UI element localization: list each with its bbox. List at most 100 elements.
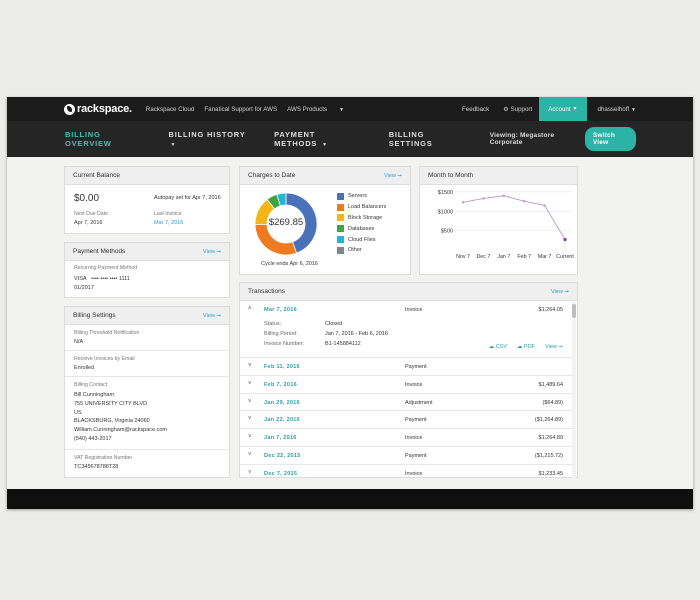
month-to-month-title: Month to Month bbox=[428, 172, 474, 179]
payment-methods-panel: Payment Methods View ➞ Recurring Payment … bbox=[64, 242, 230, 298]
payment-methods-header: Payment Methods View ➞ bbox=[65, 243, 229, 261]
nav-aws-products[interactable]: AWS Products ▼ bbox=[287, 106, 354, 113]
data-point bbox=[523, 199, 526, 203]
contact-email: William.Cunningham@rackspace.com bbox=[74, 427, 168, 434]
legend-swatch bbox=[337, 203, 344, 211]
transaction-row[interactable]: ˅ Jan 22, 2016 Payment ($1,264.89) bbox=[240, 411, 573, 430]
transaction-date[interactable]: Jan 29, 2016 bbox=[264, 399, 301, 406]
tab-billing-settings[interactable]: BILLING SETTINGS bbox=[388, 130, 433, 148]
transaction-type: Invoice bbox=[405, 381, 423, 388]
card-type: VISA bbox=[74, 276, 87, 282]
chevron-down-icon[interactable]: ˅ bbox=[248, 380, 252, 387]
transaction-row[interactable]: ˅ Jan 29, 2016 Adjustment ($64.89) bbox=[240, 394, 573, 412]
tab-billing-history-label: BILLING HISTORY bbox=[168, 130, 246, 139]
switch-view-button[interactable]: Switch View bbox=[584, 127, 636, 151]
chevron-down-icon[interactable]: ˅ bbox=[248, 469, 252, 476]
csv-download-link[interactable]: ☁ CSV bbox=[489, 344, 507, 350]
transaction-row[interactable]: ˄ Mar 7, 2016 Invoice $1,264.05 Status: Close… bbox=[240, 301, 573, 358]
transaction-row[interactable]: ˅ Dec 22, 2015 Payment ($1,215.72) bbox=[240, 447, 573, 465]
transactions-view-link[interactable]: View ➞ bbox=[551, 289, 569, 295]
last-invoice-link[interactable]: Mar 7, 2016 bbox=[154, 220, 184, 226]
chevron-down-icon[interactable]: ˅ bbox=[248, 434, 252, 441]
support-link[interactable]: ⚙ Support bbox=[496, 106, 539, 113]
nav-fanatical-support[interactable]: Fanatical Support for AWS bbox=[204, 105, 278, 113]
billing-period-label: Billing Period: bbox=[264, 331, 298, 337]
chevron-down-icon: ▼ bbox=[322, 142, 328, 148]
payment-methods-view-link[interactable]: View ➞ bbox=[203, 249, 221, 255]
transactions-view-label: View bbox=[551, 288, 563, 295]
legend-item: Other bbox=[337, 245, 386, 256]
scrollbar-thumb[interactable] bbox=[572, 304, 576, 318]
chevron-down-icon[interactable]: ˅ bbox=[248, 398, 252, 405]
chevron-down-icon: ▼ bbox=[631, 106, 636, 113]
transaction-date[interactable]: Mar 7, 2016 bbox=[264, 307, 297, 313]
donut-slice-load-balancers bbox=[254, 223, 298, 256]
pdf-label: PDF bbox=[524, 344, 536, 350]
billing-settings-header: Billing Settings View ➞ bbox=[65, 307, 229, 325]
tab-payment-methods[interactable]: PAYMENT METHODS ▼ bbox=[274, 130, 361, 148]
account-menu[interactable]: Account ▼ bbox=[539, 97, 587, 121]
month-to-month-header: Month to Month bbox=[420, 167, 577, 185]
nav-rackspace-cloud[interactable]: Rackspace Cloud bbox=[145, 105, 195, 113]
invoice-view-link[interactable]: View ➞ bbox=[545, 344, 563, 350]
transaction-date[interactable]: Dec 22, 2015 bbox=[264, 452, 301, 459]
pdf-download-link[interactable]: ☁ PDF bbox=[517, 344, 535, 350]
tab-payment-methods-label: PAYMENT METHODS bbox=[274, 130, 318, 148]
chevron-down-icon[interactable]: ˅ bbox=[248, 363, 252, 369]
tab-billing-history[interactable]: BILLING HISTORY ▼ bbox=[169, 130, 247, 148]
transaction-type: Invoice bbox=[405, 435, 423, 442]
legend-label: Cloud Files bbox=[348, 236, 376, 243]
card-row: VISA •••• •••• •••• 1111 bbox=[74, 276, 130, 282]
last-invoice-label: Last Invoice bbox=[154, 211, 182, 217]
chevron-down-icon[interactable]: ˅ bbox=[248, 451, 252, 458]
transaction-date[interactable]: Jan 22, 2016 bbox=[264, 417, 301, 424]
chevron-down-icon[interactable]: ˅ bbox=[248, 416, 252, 423]
logo-text: rackspace. bbox=[77, 103, 132, 115]
logo-icon bbox=[64, 103, 75, 115]
month-to-month-panel: Month to Month $1500 $1000 $500 Nov 7 Dec 7 J… bbox=[419, 166, 578, 275]
user-menu[interactable]: dhasselhoff ▼ bbox=[591, 106, 644, 113]
x-tick-label: Jan 7 bbox=[497, 254, 510, 260]
transaction-type: Payment bbox=[405, 417, 427, 424]
transaction-date[interactable]: Feb 11, 2016 bbox=[264, 364, 301, 370]
charges-view-link[interactable]: View ➞ bbox=[384, 173, 402, 179]
chevron-up-icon[interactable]: ˄ bbox=[248, 306, 252, 312]
card-expiry: 01/2017 bbox=[74, 285, 94, 291]
receive-invoices-value: Enrolled bbox=[74, 365, 95, 371]
cloud-download-icon: ☁ bbox=[517, 344, 525, 350]
transaction-row[interactable]: ˅ Dec 7, 2015 Invoice $1,233.45 bbox=[240, 465, 573, 478]
transaction-row[interactable]: ˅ Feb 7, 2016 Invoice $1,489.64 bbox=[240, 376, 573, 394]
top-nav: Rackspace Cloud Fanatical Support for AW… bbox=[146, 106, 364, 113]
data-point bbox=[461, 201, 465, 204]
legend-label: Databases bbox=[348, 225, 375, 232]
transaction-type: Invoice bbox=[405, 470, 423, 477]
charges-title: Charges to Date bbox=[248, 172, 296, 179]
tab-billing-overview[interactable]: BILLING OVERVIEW bbox=[65, 130, 112, 148]
status-label: Status: bbox=[264, 321, 282, 327]
transaction-date[interactable]: Dec 7, 2015 bbox=[264, 470, 298, 477]
support-label: Support bbox=[510, 105, 533, 113]
current-balance-title: Current Balance bbox=[73, 172, 120, 179]
transaction-row[interactable]: ˅ Jan 7, 2016 Invoice $1,264.89 bbox=[240, 429, 573, 447]
vat-value: TC345678788T28 bbox=[74, 464, 119, 470]
contact-phone: (540) 443-2017 bbox=[74, 435, 112, 442]
legend-swatch bbox=[337, 246, 344, 254]
main-content: Current Balance $0.00 Autopay set for Ap… bbox=[7, 157, 693, 489]
feedback-link[interactable]: Feedback bbox=[462, 105, 490, 113]
arrow-right-icon: ➞ bbox=[216, 312, 221, 319]
transaction-amount: $1,264.89 bbox=[538, 435, 563, 442]
contact-name: Bill Cunningham bbox=[74, 392, 115, 398]
transaction-date[interactable]: Jan 7, 2016 bbox=[264, 435, 297, 442]
transactions-scrollbar[interactable] bbox=[572, 302, 576, 478]
transaction-row[interactable]: ˅ Feb 11, 2016 Payment bbox=[240, 358, 573, 376]
arrow-right-icon: ➞ bbox=[556, 344, 563, 350]
transaction-date[interactable]: Feb 7, 2016 bbox=[264, 381, 297, 388]
rackspace-logo[interactable]: rackspace. bbox=[64, 103, 132, 115]
data-point bbox=[482, 197, 485, 200]
billing-settings-view-link[interactable]: View ➞ bbox=[203, 313, 221, 319]
viewing-account-label: Viewing: Megastore Corporate bbox=[489, 132, 555, 146]
transaction-amount: $1,489.64 bbox=[538, 381, 563, 388]
x-tick-label: Dec 7 bbox=[476, 254, 490, 260]
arrow-right-icon: ➞ bbox=[216, 248, 221, 255]
billing-settings-view-label: View bbox=[203, 312, 215, 319]
